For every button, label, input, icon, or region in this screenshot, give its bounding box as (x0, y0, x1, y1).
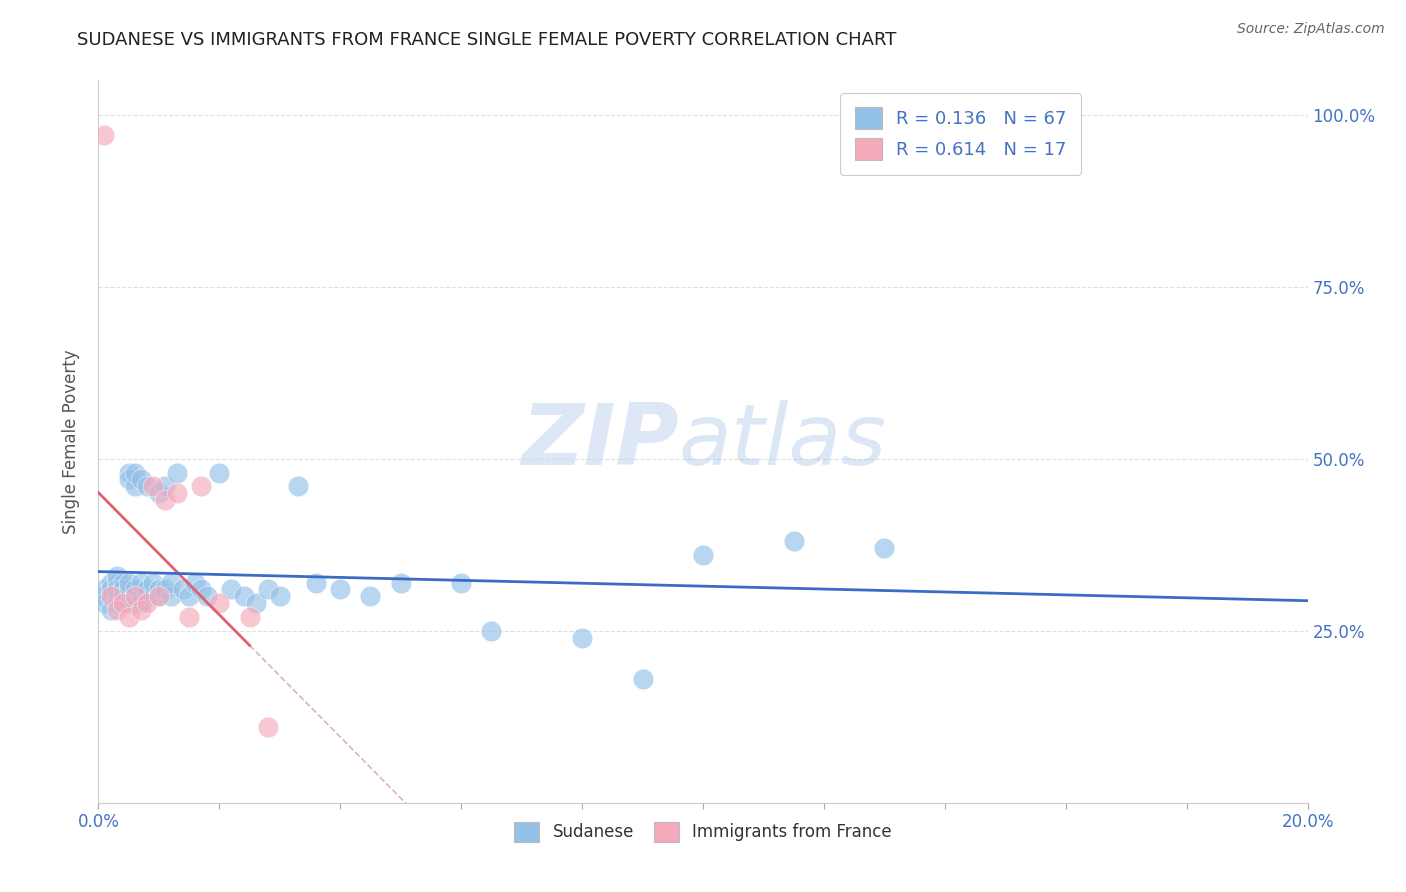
Point (148, 590, 170, 604)
Text: ZIP: ZIP (522, 400, 679, 483)
Point (105, 575, 128, 590)
Point (195, 590, 218, 604)
Point (166, 466, 188, 480)
Text: Source: ZipAtlas.com: Source: ZipAtlas.com (1237, 22, 1385, 37)
Point (105, 568, 128, 582)
Point (100, 590, 122, 604)
Point (93, 582, 115, 597)
Point (105, 590, 128, 604)
Point (269, 590, 291, 604)
Point (389, 575, 412, 590)
Point (287, 479, 309, 493)
Point (105, 596, 128, 610)
Point (481, 624, 503, 638)
Legend: Sudanese, Immigrants from France: Sudanese, Immigrants from France (508, 815, 898, 848)
Point (118, 575, 141, 590)
Point (93, 590, 115, 604)
Point (105, 603, 128, 617)
Point (111, 590, 134, 604)
Point (111, 596, 134, 610)
Point (118, 472, 141, 486)
Point (232, 590, 254, 604)
Point (256, 720, 278, 734)
Point (239, 610, 262, 624)
Point (142, 575, 165, 590)
Point (179, 610, 201, 624)
Point (124, 596, 146, 610)
Y-axis label: Single Female Poverty: Single Female Poverty (62, 350, 80, 533)
Point (571, 631, 593, 645)
Point (124, 582, 146, 597)
Point (360, 590, 382, 604)
Text: SUDANESE VS IMMIGRANTS FROM FRANCE SINGLE FEMALE POVERTY CORRELATION CHART: SUDANESE VS IMMIGRANTS FROM FRANCE SINGL… (77, 31, 897, 49)
Point (208, 596, 231, 610)
Point (190, 582, 212, 597)
Point (172, 582, 194, 597)
Point (118, 610, 141, 624)
Point (166, 486, 188, 500)
Point (631, 672, 654, 686)
Point (148, 590, 170, 604)
Point (329, 582, 352, 597)
Point (111, 575, 134, 590)
Point (783, 534, 806, 549)
Point (160, 590, 183, 604)
Point (124, 590, 146, 604)
Point (129, 575, 152, 590)
Point (93, 128, 115, 143)
Point (124, 479, 146, 493)
Point (148, 486, 170, 500)
Point (105, 582, 128, 597)
Point (118, 596, 141, 610)
Point (100, 590, 122, 604)
Point (129, 603, 152, 617)
Point (124, 590, 146, 604)
Point (135, 590, 157, 604)
Point (153, 479, 176, 493)
Point (135, 582, 157, 597)
Point (111, 590, 134, 604)
Point (118, 466, 141, 480)
Point (118, 582, 141, 597)
Point (129, 590, 152, 604)
Point (256, 582, 278, 597)
Point (124, 466, 146, 480)
Point (135, 479, 157, 493)
Point (245, 596, 267, 610)
Point (100, 575, 122, 590)
Point (153, 582, 176, 597)
Point (111, 582, 134, 597)
Point (129, 472, 152, 486)
Point (160, 575, 183, 590)
Point (184, 575, 207, 590)
Point (190, 479, 212, 493)
Point (450, 575, 472, 590)
Point (873, 541, 896, 556)
Point (111, 596, 134, 610)
Point (305, 575, 328, 590)
Point (208, 466, 231, 480)
Point (142, 479, 165, 493)
Point (153, 493, 176, 508)
Text: atlas: atlas (679, 400, 887, 483)
Point (692, 548, 714, 562)
Point (135, 596, 157, 610)
Point (100, 603, 122, 617)
Point (142, 590, 165, 604)
Point (129, 596, 152, 610)
Point (93, 596, 115, 610)
Point (221, 582, 243, 597)
Point (100, 582, 122, 597)
Point (179, 590, 201, 604)
Point (148, 582, 170, 597)
